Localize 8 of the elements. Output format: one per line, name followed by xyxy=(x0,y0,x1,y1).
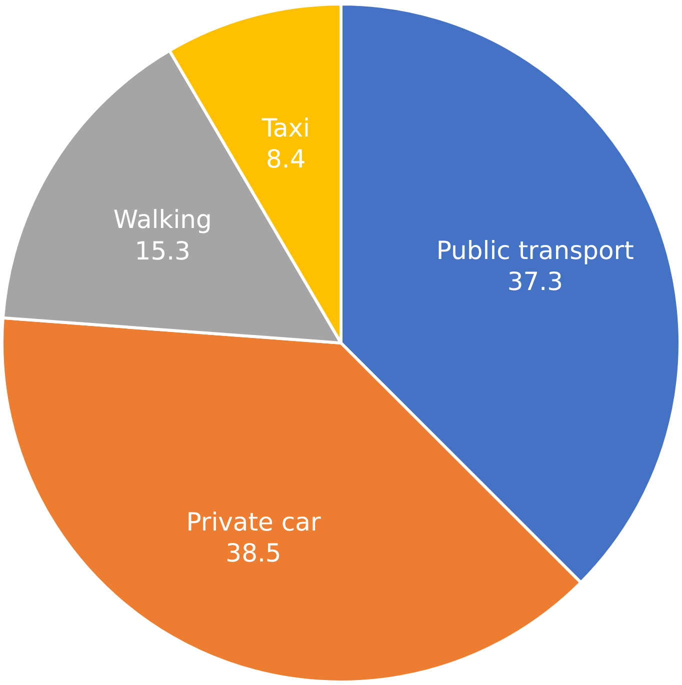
data-label: 8.4 xyxy=(266,144,306,174)
slice-label: Taxi xyxy=(260,113,310,142)
slice-label: Public transport xyxy=(436,236,634,265)
data-label: 15.3 xyxy=(134,236,190,266)
data-label: 38.5 xyxy=(226,538,282,568)
slice-label: Private car xyxy=(186,507,322,536)
slice-label: Walking xyxy=(113,205,212,234)
data-label: 37.3 xyxy=(507,266,563,296)
